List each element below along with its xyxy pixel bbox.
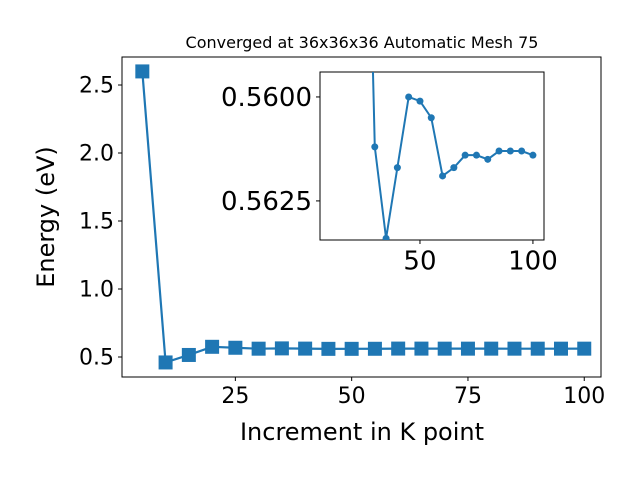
marker — [518, 147, 526, 155]
marker — [414, 341, 429, 356]
marker — [205, 339, 220, 354]
marker — [437, 341, 452, 356]
marker — [344, 341, 359, 356]
marker — [507, 341, 522, 356]
y-tick-label: 1.5 — [79, 210, 114, 235]
y-tick-label: 2.5 — [79, 74, 114, 99]
x-tick-label: 100 — [508, 246, 558, 276]
y-tick-label: 0.5625 — [221, 187, 312, 217]
marker — [461, 151, 469, 159]
marker — [484, 341, 499, 356]
y-axis-label: Energy (eV) — [32, 146, 60, 288]
plot-area — [135, 64, 592, 370]
marker — [460, 341, 475, 356]
y-tick-label: 0.5600 — [221, 83, 312, 113]
marker — [251, 341, 266, 356]
marker — [450, 164, 458, 172]
marker — [553, 341, 568, 356]
marker — [393, 164, 401, 172]
marker — [484, 155, 492, 163]
chart-title: Converged at 36x36x36 Automatic Mesh 75 — [186, 33, 539, 52]
x-axis-label: Increment in K point — [240, 418, 484, 446]
marker — [472, 151, 480, 159]
y-tick-label: 0.5 — [79, 346, 114, 371]
marker — [506, 147, 514, 155]
marker — [529, 151, 537, 159]
marker — [577, 341, 592, 356]
marker — [158, 355, 173, 370]
marker — [495, 147, 503, 155]
marker — [135, 64, 150, 79]
series-line — [371, 72, 534, 239]
marker — [416, 97, 424, 105]
x-tick-label: 100 — [563, 384, 605, 409]
y-tick-label: 1.0 — [79, 278, 114, 303]
marker — [181, 347, 196, 362]
x-tick-label: 75 — [454, 384, 482, 409]
marker — [391, 341, 406, 356]
plot-area — [371, 72, 537, 240]
marker — [382, 234, 390, 240]
y-tick-label: 2.0 — [79, 142, 114, 167]
x-tick-label: 25 — [221, 384, 249, 409]
marker — [530, 341, 545, 356]
marker — [367, 341, 382, 356]
marker — [321, 341, 336, 356]
marker — [371, 143, 379, 151]
marker — [427, 114, 435, 122]
marker — [405, 93, 413, 101]
marker — [228, 340, 243, 355]
x-tick-label: 50 — [403, 246, 436, 276]
x-tick-label: 50 — [338, 384, 366, 409]
marker — [274, 341, 289, 356]
marker — [298, 341, 313, 356]
plot-frame — [319, 71, 545, 241]
marker — [439, 172, 447, 180]
